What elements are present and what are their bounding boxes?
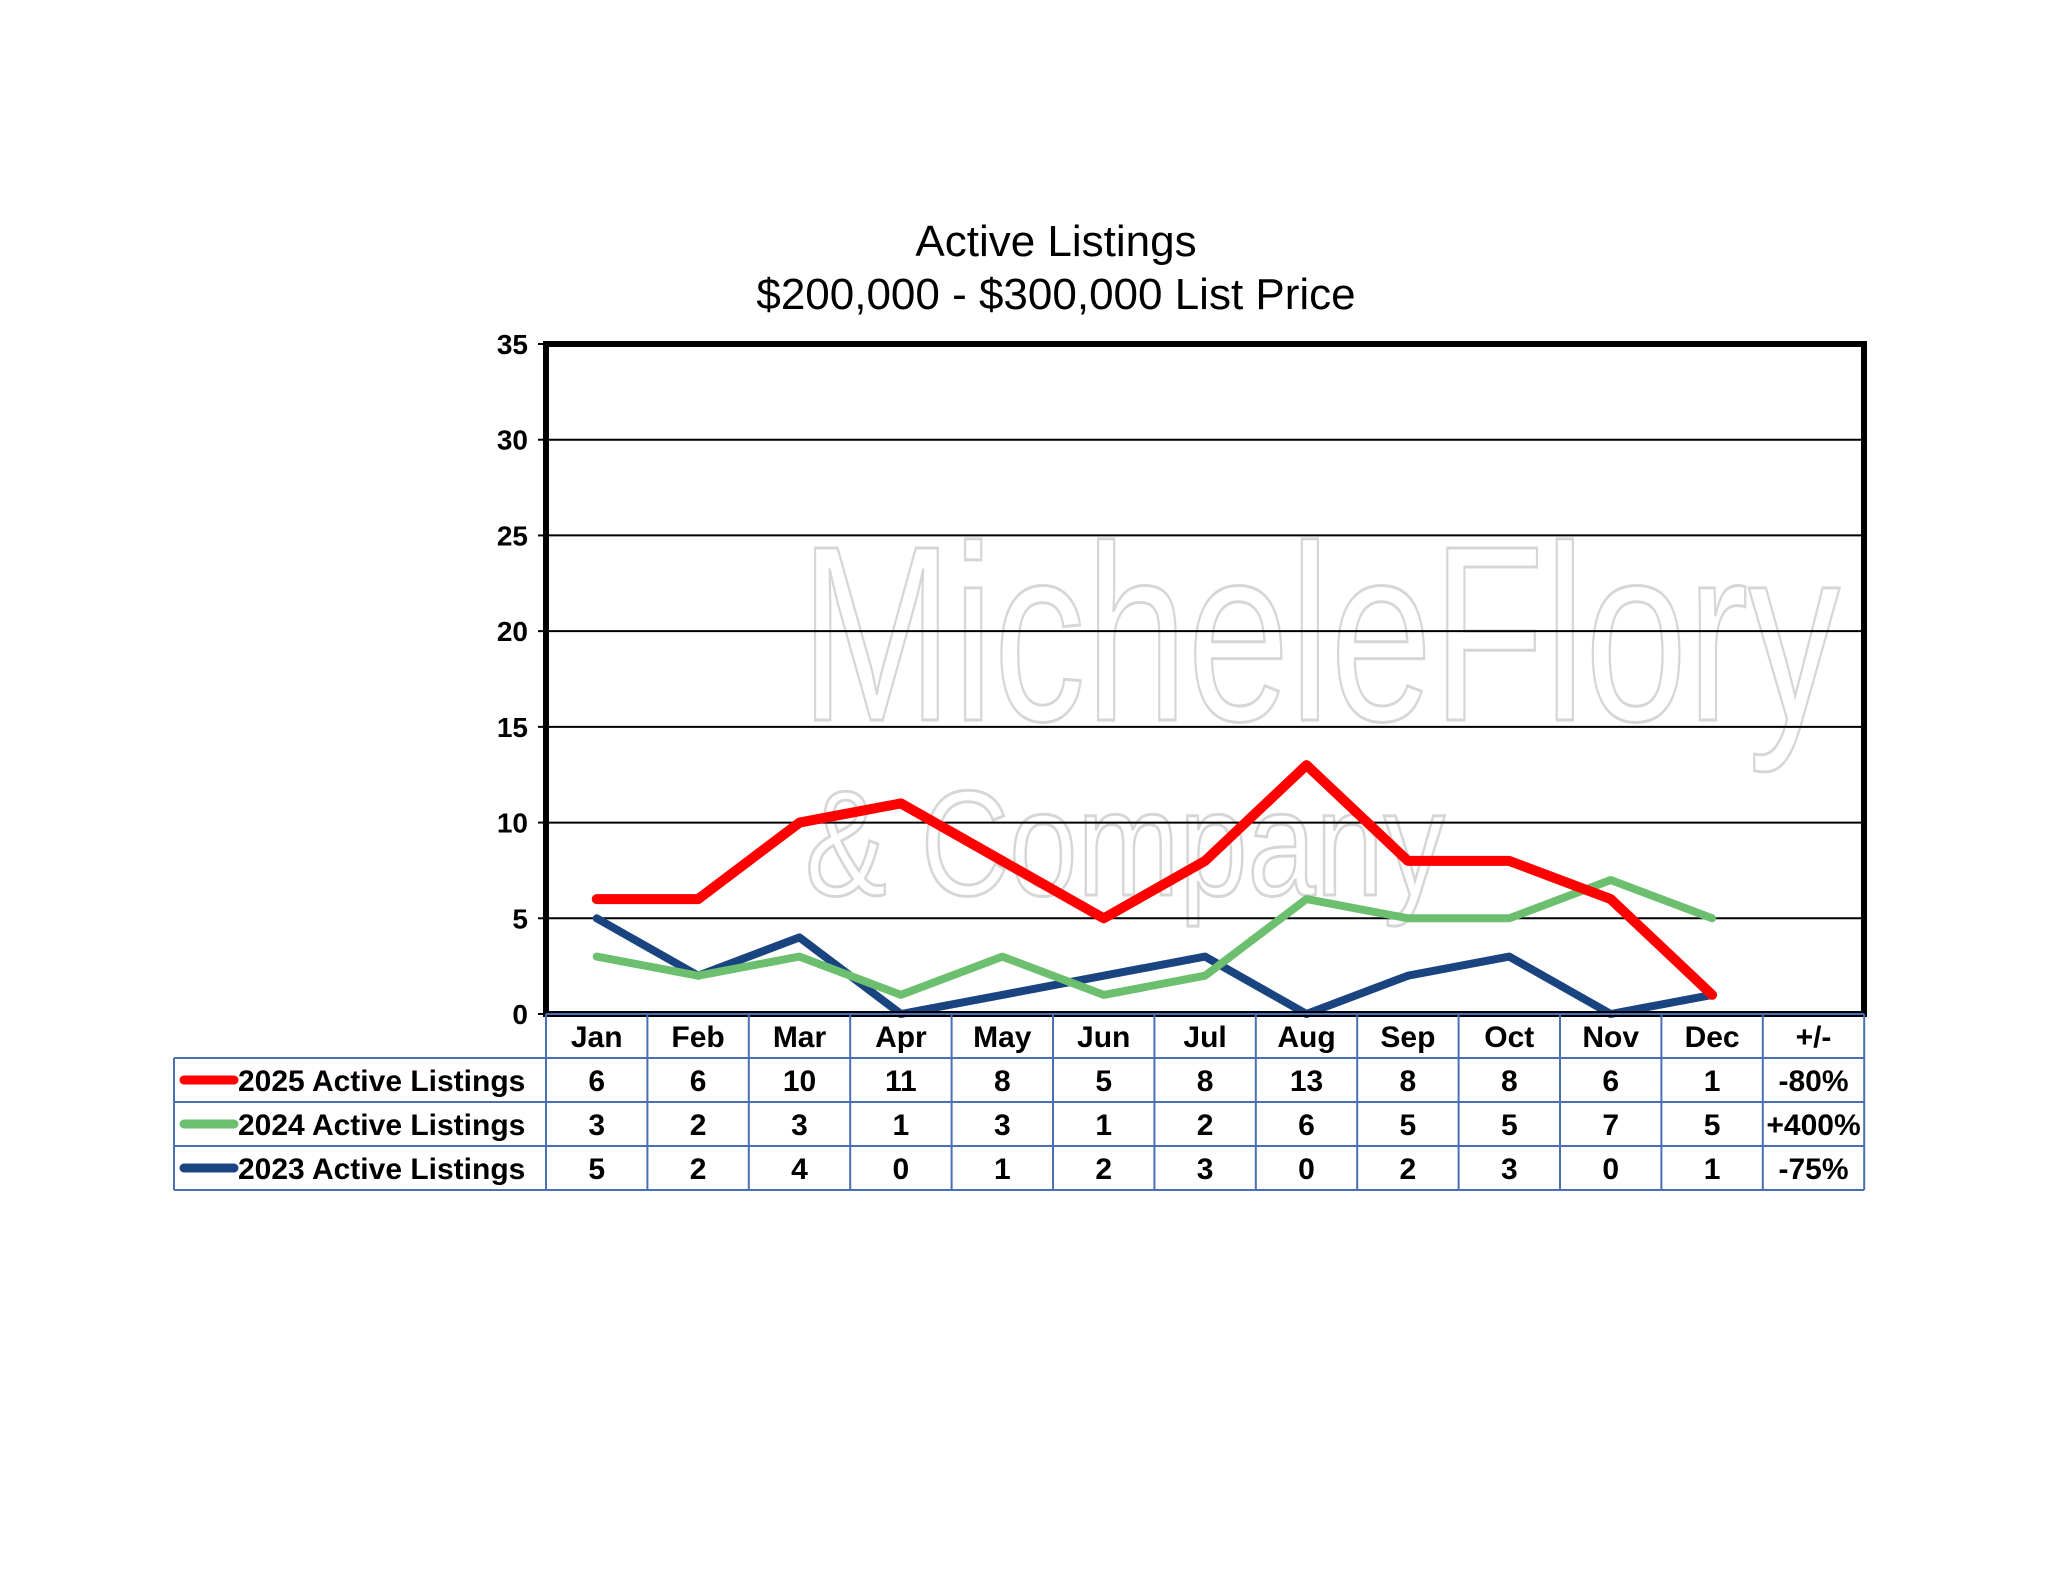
y-tick-label: 20 — [497, 616, 528, 647]
series-lines — [591, 760, 1718, 1018]
x-category-label: Jul — [1183, 1021, 1226, 1054]
data-value-label: 3 — [588, 1109, 605, 1142]
y-tick-label: 10 — [497, 808, 528, 839]
x-category-label: Aug — [1277, 1021, 1335, 1054]
x-category-label: Mar — [773, 1021, 827, 1054]
data-value-label: 0 — [1298, 1153, 1315, 1186]
data-value-label: 8 — [1197, 1065, 1214, 1098]
x-category-label: Dec — [1685, 1021, 1740, 1054]
data-value-label: 6 — [1298, 1109, 1315, 1142]
chart-title: Active Listings — [915, 217, 1196, 266]
change-value-label: -75% — [1778, 1153, 1848, 1186]
y-axis: 0 5 10 15 20 25 30 35 — [497, 329, 546, 1030]
data-value-label: 3 — [791, 1109, 808, 1142]
data-value-label: 4 — [791, 1153, 808, 1186]
data-value-label: 3 — [1197, 1153, 1214, 1186]
data-value-label: 5 — [1095, 1065, 1112, 1098]
data-value-label: 6 — [690, 1065, 707, 1098]
data-value-label: 1 — [994, 1153, 1011, 1186]
x-category-label: Nov — [1582, 1021, 1639, 1054]
data-value-label: 6 — [1602, 1065, 1619, 1098]
series-line-0 — [591, 760, 1718, 1000]
data-value-label: 8 — [1400, 1065, 1417, 1098]
chart-subtitle: $200,000 - $300,000 List Price — [756, 270, 1355, 319]
series-name-label: 2025 Active Listings — [238, 1065, 525, 1098]
data-value-label: 1 — [1704, 1065, 1721, 1098]
x-category-label: Oct — [1484, 1021, 1534, 1054]
x-category-label: Feb — [671, 1021, 724, 1054]
data-value-label: 7 — [1602, 1109, 1619, 1142]
data-value-label: 5 — [588, 1153, 605, 1186]
change-value-label: -80% — [1778, 1065, 1848, 1098]
data-value-label: 13 — [1290, 1065, 1323, 1098]
data-value-label: 2 — [690, 1153, 707, 1186]
data-value-label: 5 — [1501, 1109, 1518, 1142]
x-category-label: May — [973, 1021, 1032, 1054]
data-value-label: 1 — [1095, 1109, 1112, 1142]
change-value-label: +400% — [1766, 1109, 1860, 1142]
data-value-label: 3 — [994, 1109, 1011, 1142]
data-value-label: 8 — [994, 1065, 1011, 1098]
x-category-label: Apr — [875, 1021, 927, 1054]
data-value-label: 2 — [1095, 1153, 1112, 1186]
y-tick-label: 25 — [497, 520, 528, 551]
data-value-label: 0 — [893, 1153, 910, 1186]
watermark-logo: MicheleFlory & Company — [799, 493, 1842, 929]
data-value-label: 5 — [1400, 1109, 1417, 1142]
data-value-label: 0 — [1602, 1153, 1619, 1186]
data-value-label: 8 — [1501, 1065, 1518, 1098]
change-column-header: +/- — [1796, 1021, 1832, 1054]
y-tick-label: 5 — [512, 903, 528, 934]
y-tick-label: 30 — [497, 425, 528, 456]
data-value-label: 2 — [1197, 1109, 1214, 1142]
data-value-label: 3 — [1501, 1153, 1518, 1186]
x-category-label: Jan — [571, 1021, 623, 1054]
data-value-label: 1 — [893, 1109, 910, 1142]
data-value-label: 11 — [885, 1065, 917, 1098]
data-value-label: 2 — [1400, 1153, 1417, 1186]
series-name-label: 2024 Active Listings — [238, 1109, 525, 1142]
data-value-label: 10 — [783, 1065, 816, 1098]
data-value-label: 1 — [1704, 1153, 1721, 1186]
gridlines — [546, 438, 1864, 920]
watermark-line-2: & Company — [805, 759, 1445, 927]
data-table: Jan Feb Mar Apr May Jun Jul Aug Sep Oct Nov Dec +/- 2… — [173, 1013, 1866, 1191]
y-tick-label: 15 — [497, 712, 528, 743]
data-value-label: 2 — [690, 1109, 707, 1142]
x-category-label: Jun — [1077, 1021, 1130, 1054]
series-name-label: 2023 Active Listings — [238, 1153, 525, 1186]
x-category-label: Sep — [1380, 1021, 1435, 1054]
y-tick-label: 0 — [512, 999, 528, 1030]
y-tick-label: 35 — [497, 329, 528, 360]
data-value-label: 5 — [1704, 1109, 1721, 1142]
series-line-1 — [592, 876, 1717, 999]
data-value-label: 6 — [588, 1065, 605, 1098]
series-line-2 — [592, 914, 1717, 1018]
